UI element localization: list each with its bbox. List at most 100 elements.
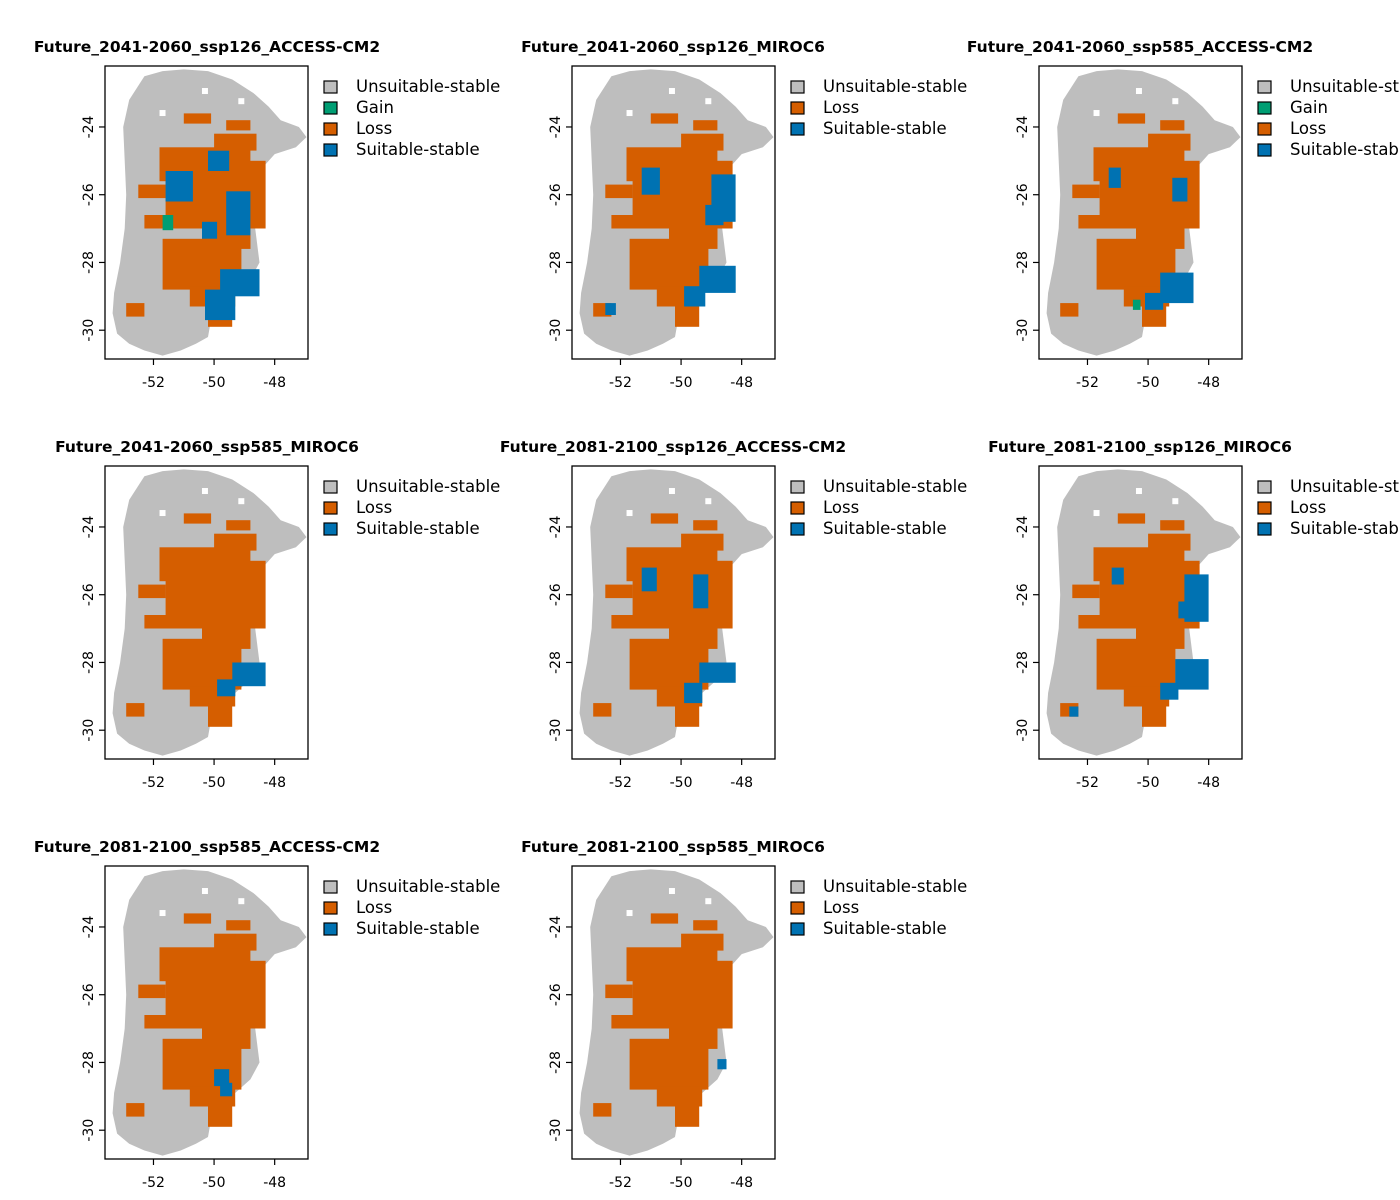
legend-label: Loss xyxy=(356,898,392,917)
loss-area xyxy=(1160,120,1185,131)
suitable-stable-area xyxy=(217,679,236,697)
no-data-cell xyxy=(238,898,245,905)
legend: Unsuitable-stable Loss Suitable-stable xyxy=(1257,477,1400,538)
x-tick-label: -52 xyxy=(142,375,165,391)
loss-area xyxy=(226,920,251,931)
loss-area xyxy=(226,520,251,531)
loss-area xyxy=(1148,133,1191,151)
loss-area xyxy=(144,615,169,629)
suitable-stable-area xyxy=(693,574,709,609)
y-tick-label: -30 xyxy=(81,319,97,342)
y-tick-label: -28 xyxy=(81,1051,97,1074)
y-tick-label: -28 xyxy=(81,251,97,274)
plot-frame xyxy=(104,465,309,760)
x-tick-label: -48 xyxy=(730,1175,753,1191)
y-tick-label: -24 xyxy=(81,915,97,938)
legend-label: Suitable-stable xyxy=(823,519,947,538)
y-tick-label: -28 xyxy=(548,1051,564,1074)
legend-swatch xyxy=(323,922,338,936)
y-tick-label: -28 xyxy=(1015,651,1031,674)
raster-layer xyxy=(579,69,774,356)
loss-area xyxy=(1096,638,1176,690)
loss-area xyxy=(656,1086,703,1107)
legend-swatch xyxy=(323,880,338,894)
raster-layer xyxy=(1046,469,1241,756)
loss-area xyxy=(675,303,700,327)
x-tick-label: -52 xyxy=(609,1175,632,1191)
legend-label: Loss xyxy=(823,498,859,517)
y-tick-label: -28 xyxy=(548,651,564,674)
map-panel: Future_2041-2060_ssp585_MIROC6 -52 -50 -48 -… xyxy=(55,438,500,791)
loss-area xyxy=(611,1015,636,1029)
legend-label: Suitable-stable xyxy=(823,119,947,138)
legend-swatch xyxy=(1257,143,1272,157)
legend-swatch xyxy=(1257,522,1272,536)
legend-swatch xyxy=(323,501,338,515)
map-panel: Future_2081-2100_ssp585_ACCESS-CM2 -52 -50… xyxy=(34,838,500,1191)
suitable-stable-area xyxy=(232,662,266,687)
raster-layer xyxy=(579,469,774,756)
suitable-stable-area xyxy=(684,682,703,704)
x-tick-label: -50 xyxy=(1137,775,1160,791)
no-data-cell xyxy=(705,498,712,505)
panel-title: Future_2081-2100_ssp126_ACCESS-CM2 xyxy=(500,438,846,456)
suitable-stable-area xyxy=(705,204,724,226)
loss-area xyxy=(1142,703,1167,727)
panel-title: Future_2041-2060_ssp126_MIROC6 xyxy=(521,38,825,56)
x-tick-label: -50 xyxy=(1137,375,1160,391)
legend-label: Suitable-stable xyxy=(356,919,480,938)
suitable-stable-area xyxy=(214,1069,230,1087)
loss-area xyxy=(693,120,718,131)
x-tick-label: -48 xyxy=(1197,775,1220,791)
loss-area xyxy=(693,520,718,531)
loss-area xyxy=(1160,520,1185,531)
y-tick-label: -30 xyxy=(1015,319,1031,342)
x-tick-label: -52 xyxy=(609,375,632,391)
y-tick-label: -28 xyxy=(1015,251,1031,274)
x-tick-label: -52 xyxy=(142,1175,165,1191)
legend-swatch xyxy=(790,501,805,515)
legend-swatch xyxy=(323,80,338,94)
no-data-cell xyxy=(626,110,633,117)
legend-swatch xyxy=(790,901,805,915)
y-tick-label: -24 xyxy=(81,515,97,538)
suitable-stable-area xyxy=(684,286,706,307)
panel-title: Future_2041-2060_ssp585_MIROC6 xyxy=(55,438,359,456)
gain-area xyxy=(1132,299,1141,310)
legend: Unsuitable-stable Loss Suitable-stable xyxy=(790,477,967,538)
legend-label: Unsuitable-stable xyxy=(356,477,500,496)
y-tick-label: -26 xyxy=(548,983,564,1006)
plot-frame xyxy=(571,65,776,360)
suitable-stable-area xyxy=(1175,659,1209,690)
no-data-cell xyxy=(626,910,633,917)
no-data-cell xyxy=(1172,98,1179,105)
y-tick-label: -30 xyxy=(548,319,564,342)
suitable-stable-area xyxy=(1178,601,1194,619)
no-data-cell xyxy=(705,898,712,905)
x-tick-label: -50 xyxy=(670,1175,693,1191)
loss-area xyxy=(1117,113,1146,124)
panel-title: Future_2041-2060_ssp126_ACCESS-CM2 xyxy=(34,38,380,56)
no-data-cell xyxy=(1172,498,1179,505)
loss-area xyxy=(214,933,257,951)
no-data-cell xyxy=(201,888,208,895)
x-tick-label: -48 xyxy=(263,775,286,791)
loss-area xyxy=(126,303,145,317)
y-tick-label: -24 xyxy=(1015,515,1031,538)
loss-area xyxy=(1078,215,1103,229)
suitable-stable-area xyxy=(226,191,251,236)
suitable-stable-area xyxy=(1108,167,1121,188)
loss-area xyxy=(605,184,633,199)
loss-area xyxy=(162,1038,242,1090)
no-data-cell xyxy=(668,888,675,895)
raster-layer xyxy=(1046,69,1241,356)
x-tick-label: -48 xyxy=(263,375,286,391)
legend: Unsuitable-stable Gain Loss Suitable-stable xyxy=(1257,77,1400,159)
legend-label: Suitable-stable xyxy=(1290,140,1400,159)
panel-title: Future_2081-2100_ssp126_MIROC6 xyxy=(988,438,1292,456)
y-tick-label: -30 xyxy=(1015,719,1031,742)
y-tick-label: -30 xyxy=(548,719,564,742)
no-data-cell xyxy=(1135,88,1142,95)
legend-swatch xyxy=(790,80,805,94)
legend-swatch xyxy=(323,901,338,915)
